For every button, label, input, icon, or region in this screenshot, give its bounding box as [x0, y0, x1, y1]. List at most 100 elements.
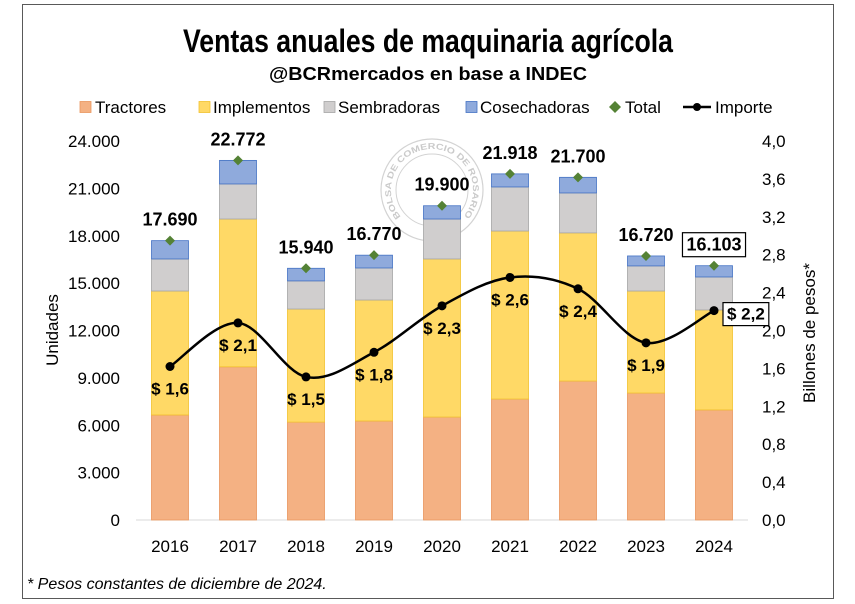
total-marker-2022 [573, 172, 583, 183]
legend-item-sembradoras: Sembradoras [323, 98, 440, 117]
total-label-2022: 21.700 [550, 146, 605, 166]
legend-label-sembradoras: Sembradoras [338, 98, 440, 117]
importe-label-2024-box [722, 302, 770, 327]
bar-tractores-2024 [695, 409, 733, 521]
bar-implementos-2017 [219, 218, 257, 368]
y2-tick-label: 2,4 [762, 284, 786, 303]
total-marker-2016 [165, 235, 175, 246]
legend-item-cosechadoras: Cosechadoras [465, 98, 590, 117]
legend-item-total: Total [609, 98, 661, 117]
importe-label-2017: $ 2,1 [219, 336, 257, 355]
y-tick-label: 12.000 [68, 322, 120, 341]
bar-implementos-2016 [151, 290, 189, 416]
importe-point-2017 [233, 318, 243, 328]
total-marker-2018 [301, 263, 311, 274]
importe-label-2022: $ 2,4 [559, 302, 597, 321]
legend-item-implementos: Implementos [198, 98, 310, 117]
total-label-2016: 17.690 [142, 210, 197, 230]
bar-sembradoras-2019 [355, 267, 393, 301]
y2-tick-label: 2,8 [762, 246, 786, 265]
legend-item-importe: Importe [683, 98, 773, 117]
total-marker-2017 [233, 155, 243, 166]
total-label-2024-box [681, 232, 747, 258]
x-tick-label: 2016 [151, 537, 189, 556]
bar-tractores-2017 [219, 366, 257, 521]
legend-swatch-tractores [79, 101, 92, 113]
bar-sembradoras-2023 [627, 265, 665, 292]
y-tick-label: 3.000 [77, 464, 120, 483]
importe-label-2019: $ 1,8 [355, 365, 393, 384]
importe-label-2020: $ 2,3 [423, 319, 461, 338]
y2-tick-label: 4,0 [762, 132, 786, 151]
y2-tick-label: 3,6 [762, 170, 786, 189]
importe-label-2024: $ 2,2 [727, 305, 765, 324]
chart-title: Ventas anuales de maquinaria agrícola [183, 23, 673, 59]
y-axis-title: Unidades [43, 294, 62, 366]
x-tick-label: 2023 [627, 537, 665, 556]
bar-sembradoras-2018 [287, 280, 325, 310]
legend-swatch-implementos [198, 101, 211, 113]
bar-tractores-2018 [287, 421, 325, 521]
bar-sembradoras-2016 [151, 258, 189, 292]
x-tick-label: 2022 [559, 537, 597, 556]
total-label-2024: 16.103 [686, 235, 741, 255]
bar-tractores-2016 [151, 414, 189, 521]
importe-label-2021: $ 2,6 [491, 290, 529, 309]
x-tick-label: 2017 [219, 537, 257, 556]
importe-point-2023 [641, 338, 651, 348]
legend-label-importe: Importe [715, 98, 773, 117]
bar-sembradoras-2022 [559, 192, 597, 234]
y2-tick-label: 1,2 [762, 397, 786, 416]
importe-point-2019 [369, 347, 379, 357]
legend-label-implementos: Implementos [213, 98, 310, 117]
y-tick-label: 18.000 [68, 227, 120, 246]
total-label-2018: 15.940 [278, 237, 333, 257]
importe-label-2016: $ 1,6 [151, 380, 189, 399]
importe-point-2016 [165, 362, 175, 372]
bar-implementos-2021 [491, 230, 529, 400]
bar-tractores-2019 [355, 420, 393, 521]
y-tick-label: 9.000 [77, 369, 120, 388]
total-marker-2023 [641, 250, 651, 261]
total-label-2023: 16.720 [618, 225, 673, 245]
y-tick-label: 0 [111, 511, 120, 530]
bar-tractores-2020 [423, 416, 461, 521]
legend-label-cosechadoras: Cosechadoras [480, 98, 590, 117]
importe-point-2020 [437, 301, 447, 311]
total-label-2021: 21.918 [482, 143, 537, 163]
y2-tick-label: 3,2 [762, 208, 786, 227]
y2-tick-label: 0,0 [762, 511, 786, 530]
importe-point-2024 [709, 306, 719, 316]
y2-tick-label: 2,0 [762, 322, 786, 341]
total-marker-2019 [369, 250, 379, 261]
bar-tractores-2021 [491, 398, 529, 521]
y2-tick-label: 1,6 [762, 359, 786, 378]
total-marker-2024 [709, 260, 719, 271]
footnote: * Pesos constantes de diciembre de 2024. [27, 576, 327, 593]
x-tick-label: 2020 [423, 537, 461, 556]
total-label-2019: 16.770 [346, 224, 401, 244]
y-tick-label: 21.000 [68, 179, 120, 198]
x-tick-label: 2018 [287, 537, 325, 556]
importe-point-2022 [573, 284, 583, 294]
total-marker-2021 [505, 168, 515, 179]
y-tick-label: 24.000 [68, 132, 120, 151]
legend-label-tractores: Tractores [95, 98, 166, 117]
legend-label-total: Total [625, 98, 661, 117]
importe-point-2021 [505, 272, 515, 282]
total-label-2020: 19.900 [414, 175, 469, 195]
y-tick-label: 6.000 [77, 416, 120, 435]
chart-subtitle: @BCRmercados en base a INDEC [269, 64, 587, 84]
legend-marker-importe [693, 103, 701, 111]
bar-implementos-2020 [423, 258, 461, 418]
y2-tick-label: 0,4 [762, 473, 786, 492]
y2-axis-title: Billones de pesos* [800, 263, 819, 403]
bar-tractores-2022 [559, 380, 597, 521]
x-tick-label: 2021 [491, 537, 529, 556]
legend-swatch-sembradoras [323, 101, 336, 113]
bar-tractores-2023 [627, 392, 665, 521]
y-tick-label: 15.000 [68, 274, 120, 293]
bar-implementos-2018 [287, 308, 325, 423]
importe-label-2018: $ 1,5 [287, 390, 325, 409]
